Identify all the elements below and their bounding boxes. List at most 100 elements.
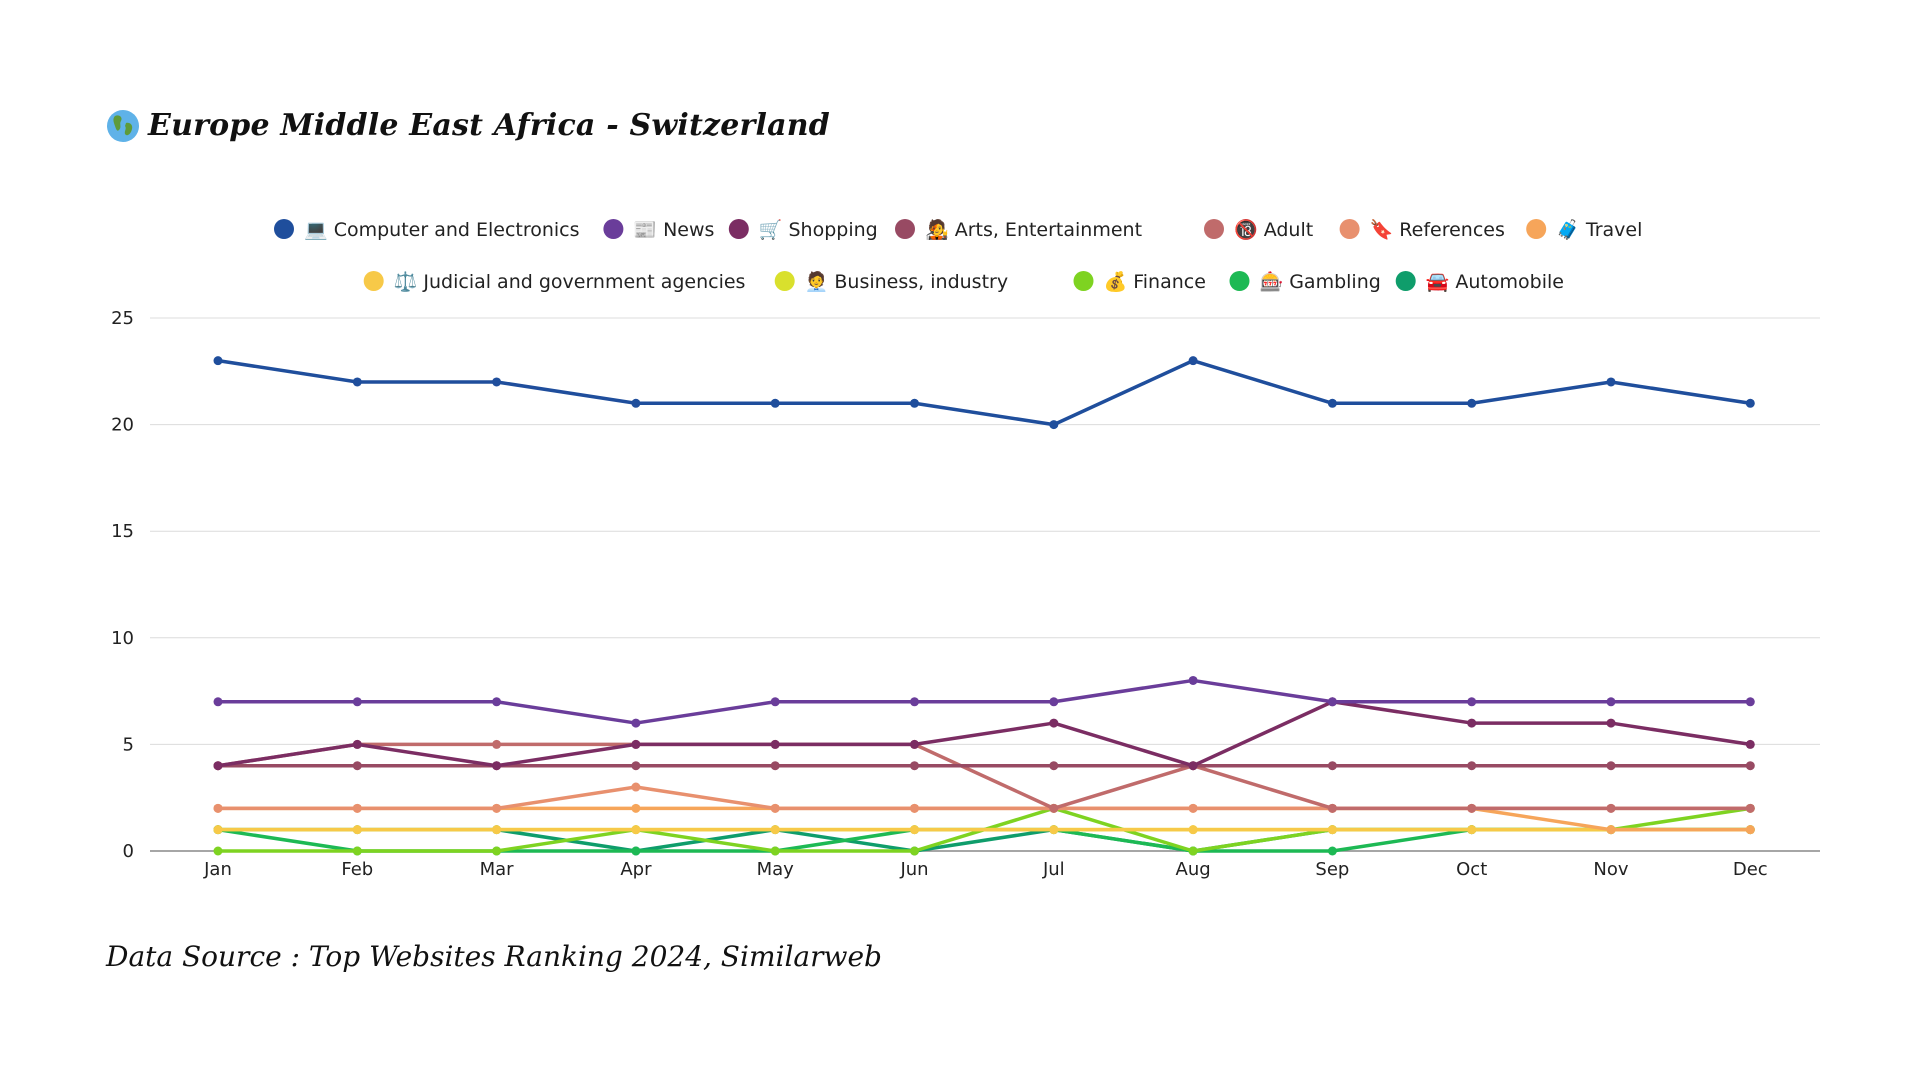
data-point (1327, 697, 1337, 707)
data-point (492, 761, 502, 771)
legend-item[interactable]: 🧑‍🎤 Arts, Entertainment (895, 218, 1142, 241)
x-tick-label: Apr (620, 859, 652, 880)
data-point (1745, 803, 1755, 813)
data-point (770, 803, 780, 813)
data-point (492, 377, 502, 387)
legend-item[interactable]: 🧑‍💼 Business, industry (774, 270, 1008, 293)
data-point (1049, 718, 1059, 728)
data-point (770, 398, 780, 408)
series-line (218, 806, 1751, 832)
data-point (910, 846, 919, 856)
data-point (1188, 675, 1198, 685)
data-point (1049, 825, 1059, 835)
legend-item[interactable]: 🚘 Automobile (1395, 271, 1564, 293)
legend-item[interactable]: 🛒 Shopping (728, 218, 878, 241)
data-point (910, 761, 919, 771)
legend-marker (728, 219, 749, 239)
data-point (910, 697, 919, 707)
legend-item[interactable]: 🔞 Adult (1204, 218, 1313, 241)
series-line (217, 700, 1751, 768)
legend-item[interactable]: ⚖️ Judicial and government agencies (363, 270, 746, 293)
x-tick-label: Jul (1042, 859, 1065, 880)
data-point (1606, 803, 1616, 813)
data-point (1745, 697, 1755, 707)
chart-title: Europe Middle East Africa - Switzerland (106, 108, 830, 143)
data-point (1188, 761, 1198, 771)
legend-item[interactable]: 📰 News (603, 219, 714, 241)
data-point (770, 825, 780, 835)
x-tick-label: Mar (480, 859, 515, 880)
data-point (770, 697, 780, 707)
series-line (218, 678, 1751, 725)
data-point (213, 356, 223, 366)
data-source-note: Data Source : Top Websites Ranking 2024,… (106, 940, 882, 973)
data-point (492, 825, 502, 835)
data-point (1327, 398, 1337, 408)
data-point (352, 739, 362, 749)
data-point (631, 718, 641, 728)
legend-label: 🔞 Adult (1234, 218, 1313, 241)
data-point (213, 761, 223, 771)
legend-item[interactable]: 🔖 References (1339, 218, 1505, 241)
data-point (1467, 825, 1477, 835)
x-tick-label: Jun (899, 859, 928, 880)
legend-label: 🧳 Travel (1556, 218, 1642, 241)
x-tick-label: Nov (1593, 859, 1628, 880)
data-point (910, 803, 919, 813)
series-scales (213, 825, 1755, 835)
legend-marker (363, 271, 384, 291)
y-tick-label: 5 (123, 734, 134, 755)
data-point (1467, 761, 1477, 771)
series-line (218, 785, 1751, 811)
y-tick-label: 0 (123, 841, 134, 862)
x-tick-label: Dec (1733, 859, 1768, 880)
data-point (213, 846, 223, 856)
legend-item[interactable]: 🎰 Gambling (1229, 270, 1381, 293)
legend-marker (895, 219, 915, 239)
data-point (631, 803, 641, 813)
data-point (352, 761, 362, 771)
data-point (1467, 697, 1477, 707)
legend-label: 🧑‍🎤 Arts, Entertainment (925, 218, 1142, 241)
data-point (1188, 356, 1198, 366)
legend-marker (1526, 219, 1547, 239)
data-point (1745, 825, 1755, 835)
series-laptop (213, 356, 1755, 430)
x-tick-label: Aug (1176, 859, 1211, 880)
data-point (492, 697, 502, 707)
data-point (1327, 825, 1337, 835)
legend-label: 🚘 Automobile (1426, 271, 1564, 293)
data-point (213, 803, 223, 813)
legend-marker (1229, 271, 1250, 291)
legend-item[interactable]: 💰 Finance (1073, 270, 1206, 293)
data-point (1049, 761, 1059, 771)
data-point (1467, 718, 1477, 728)
data-point (1327, 846, 1337, 856)
series-newspaper (213, 675, 1755, 728)
data-point (352, 846, 362, 856)
data-point (631, 825, 641, 835)
data-point (770, 739, 780, 749)
series-cart (213, 697, 1755, 771)
legend-item[interactable]: 🧳 Travel (1526, 218, 1642, 241)
series-line (217, 358, 1751, 427)
data-point (213, 825, 223, 835)
series-line (217, 742, 1751, 811)
data-point (1745, 761, 1755, 771)
legend-label: 📰 News (633, 219, 714, 241)
legend-label: 🔖 References (1370, 218, 1505, 241)
legend-item[interactable]: 💻 Computer and Electronics (274, 219, 580, 241)
x-tick-label: May (757, 859, 795, 880)
data-point (631, 761, 641, 771)
data-point (770, 761, 780, 771)
series-line (218, 827, 1751, 853)
y-tick-label: 25 (111, 308, 134, 329)
legend-marker (774, 271, 795, 291)
chart-title-text: Europe Middle East Africa - Switzerland (148, 108, 830, 143)
data-point (1467, 803, 1477, 813)
data-point (492, 846, 502, 856)
legend-label: 🧑‍💼 Business, industry (805, 270, 1008, 293)
axes: 0 5 10 15 20 25 Jan Feb Mar Apr May Jun Jul Aug Sep Oct… (111, 308, 1768, 880)
data-point (1745, 739, 1755, 749)
